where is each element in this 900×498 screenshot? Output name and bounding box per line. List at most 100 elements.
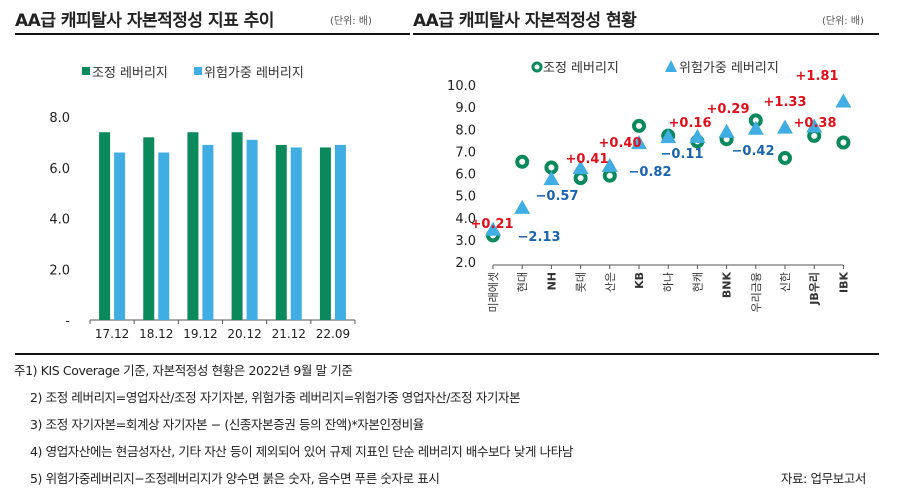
diff-label: +0.16 [669, 116, 712, 131]
point-adjusted [778, 151, 792, 166]
point-risk [747, 120, 764, 135]
x-tick-label: IBK [837, 272, 850, 293]
point-adjusted [573, 171, 588, 186]
y-tick-label: - [65, 314, 70, 329]
x-tick-label: 18.12 [139, 327, 173, 341]
x-tick-label: 롯데 [575, 272, 588, 292]
point-risk [718, 123, 735, 138]
x-tick-label: 산은 [604, 272, 617, 292]
bar-adjusted [99, 132, 111, 320]
note-5: 5) 위험가중레버리지−조정레버리지가 양수면 붉은 숫자, 음수면 푸른 숫자… [30, 471, 440, 486]
right-chart-unit: (단위: 배) [822, 16, 864, 27]
y-tick-label: 7.0 [455, 145, 476, 160]
notes-rule [15, 353, 879, 355]
x-tick-label: 17.12 [95, 327, 129, 341]
y-tick-label: 6.0 [49, 162, 70, 177]
bar-risk [158, 152, 170, 320]
bar-risk [290, 147, 302, 320]
legend-marker-circle [531, 61, 543, 73]
x-tick-label: 현캐 [691, 272, 704, 292]
bar-adjusted [187, 132, 199, 320]
y-tick-label: 4.0 [455, 212, 476, 227]
bar-risk [334, 144, 346, 320]
bar-adjusted [319, 147, 331, 320]
diff-label: +0.38 [794, 116, 837, 131]
bar-adjusted [231, 132, 243, 320]
diff-label: −2.13 [518, 230, 561, 245]
right-chart-title: AA급 캐피탈사 자본적정성 현황 [413, 11, 637, 31]
diff-label: +0.29 [707, 102, 750, 117]
note-2: 2) 조정 레버리지=영업자산/조정 자기자본, 위험가중 레버리지=위험가중 … [30, 390, 521, 405]
point-risk [572, 160, 589, 175]
x-tick-label: JB우리 [807, 272, 821, 306]
point-risk [777, 119, 793, 134]
point-risk [631, 135, 647, 150]
bar-adjusted [143, 137, 155, 320]
point-risk [835, 93, 852, 108]
x-tick-label: 신한 [779, 272, 792, 292]
point-adjusted [632, 118, 646, 133]
point-risk [689, 128, 706, 143]
x-tick-label: 22.09 [316, 327, 350, 341]
x-tick-label: NH [545, 272, 558, 290]
diff-label: −0.57 [536, 189, 579, 204]
bar-risk [114, 152, 126, 320]
diff-label: −0.11 [661, 147, 704, 162]
point-risk [514, 199, 531, 214]
x-tick-label: 하나 [661, 272, 675, 292]
legend-label: 위험가중 레버리지 [204, 66, 304, 81]
diff-label: −0.82 [629, 165, 672, 180]
point-adjusted [515, 154, 530, 169]
point-risk [806, 118, 823, 133]
y-tick-label: 9.0 [455, 101, 476, 116]
x-tick-label: 21.12 [272, 327, 306, 341]
diff-label: +1.33 [764, 95, 807, 110]
point-adjusted [602, 168, 617, 183]
point-adjusted [836, 135, 851, 150]
x-tick-label: 현대 [516, 272, 529, 292]
x-tick-label: 미래에셋 [487, 272, 500, 312]
legend-swatch [82, 67, 90, 75]
legend-label: 조정 레버리지 [543, 61, 619, 76]
left-chart-title: AA급 캐피탈사 자본적정성 지표 추이 [15, 11, 274, 31]
diff-label: +1.81 [796, 69, 839, 84]
left-chart-unit: (단위: 배) [330, 16, 372, 27]
y-tick-label: 4.0 [49, 213, 70, 228]
legend-marker-triangle [665, 60, 677, 72]
x-tick-label: KB [633, 272, 646, 289]
y-tick-label: 5.0 [455, 190, 476, 205]
bar-risk [246, 139, 258, 320]
note-1: 주1) KIS Coverage 기준, 자본적정성 현황은 2022년 9월 … [14, 363, 353, 378]
x-tick-label: BNK [721, 272, 734, 299]
right-title-rule [413, 33, 879, 35]
point-risk [485, 221, 501, 236]
y-tick-label: 2.0 [455, 256, 476, 271]
note-4: 4) 영업자산에는 현금성자산, 기타 자산 등이 제외되어 있어 규제 지표인… [30, 444, 573, 459]
bar-risk [202, 144, 214, 320]
y-tick-label: 6.0 [455, 168, 476, 183]
y-tick-label: 2.0 [49, 263, 70, 278]
diff-label: −0.42 [732, 144, 775, 159]
x-tick-label: 우리금융 [750, 272, 763, 312]
legend-label: 조정 레버리지 [92, 66, 168, 81]
x-tick-label: 20.12 [227, 327, 261, 341]
point-risk [543, 171, 560, 186]
legend-swatch [194, 67, 202, 75]
y-tick-label: 8.0 [49, 111, 70, 126]
charts-svg: - 2.0 4.0 6.0 8.0 17.12 18.12 19.12 20.12 21.12 22… [49, 60, 852, 341]
source-label: 자료: 업무보고서 [780, 471, 866, 486]
y-tick-label: 8.0 [455, 123, 476, 138]
legend-label: 위험가중 레버리지 [679, 61, 779, 76]
diff-label: +0.40 [599, 136, 642, 151]
bar-adjusted [275, 144, 287, 320]
diff-label: +0.21 [471, 217, 514, 232]
x-tick-label: 19.12 [183, 327, 217, 341]
diff-label: +0.41 [566, 152, 609, 167]
point-risk [601, 157, 618, 172]
y-tick-label: 10.0 [447, 79, 476, 94]
y-tick-label: 3.0 [455, 234, 476, 249]
note-3: 3) 조정 자기자본=회계상 자기자본 − (신종자본증권 등의 잔액)*자본인… [30, 417, 424, 432]
point-adjusted [544, 160, 559, 175]
point-risk [660, 129, 677, 144]
left-title-rule [15, 33, 410, 35]
